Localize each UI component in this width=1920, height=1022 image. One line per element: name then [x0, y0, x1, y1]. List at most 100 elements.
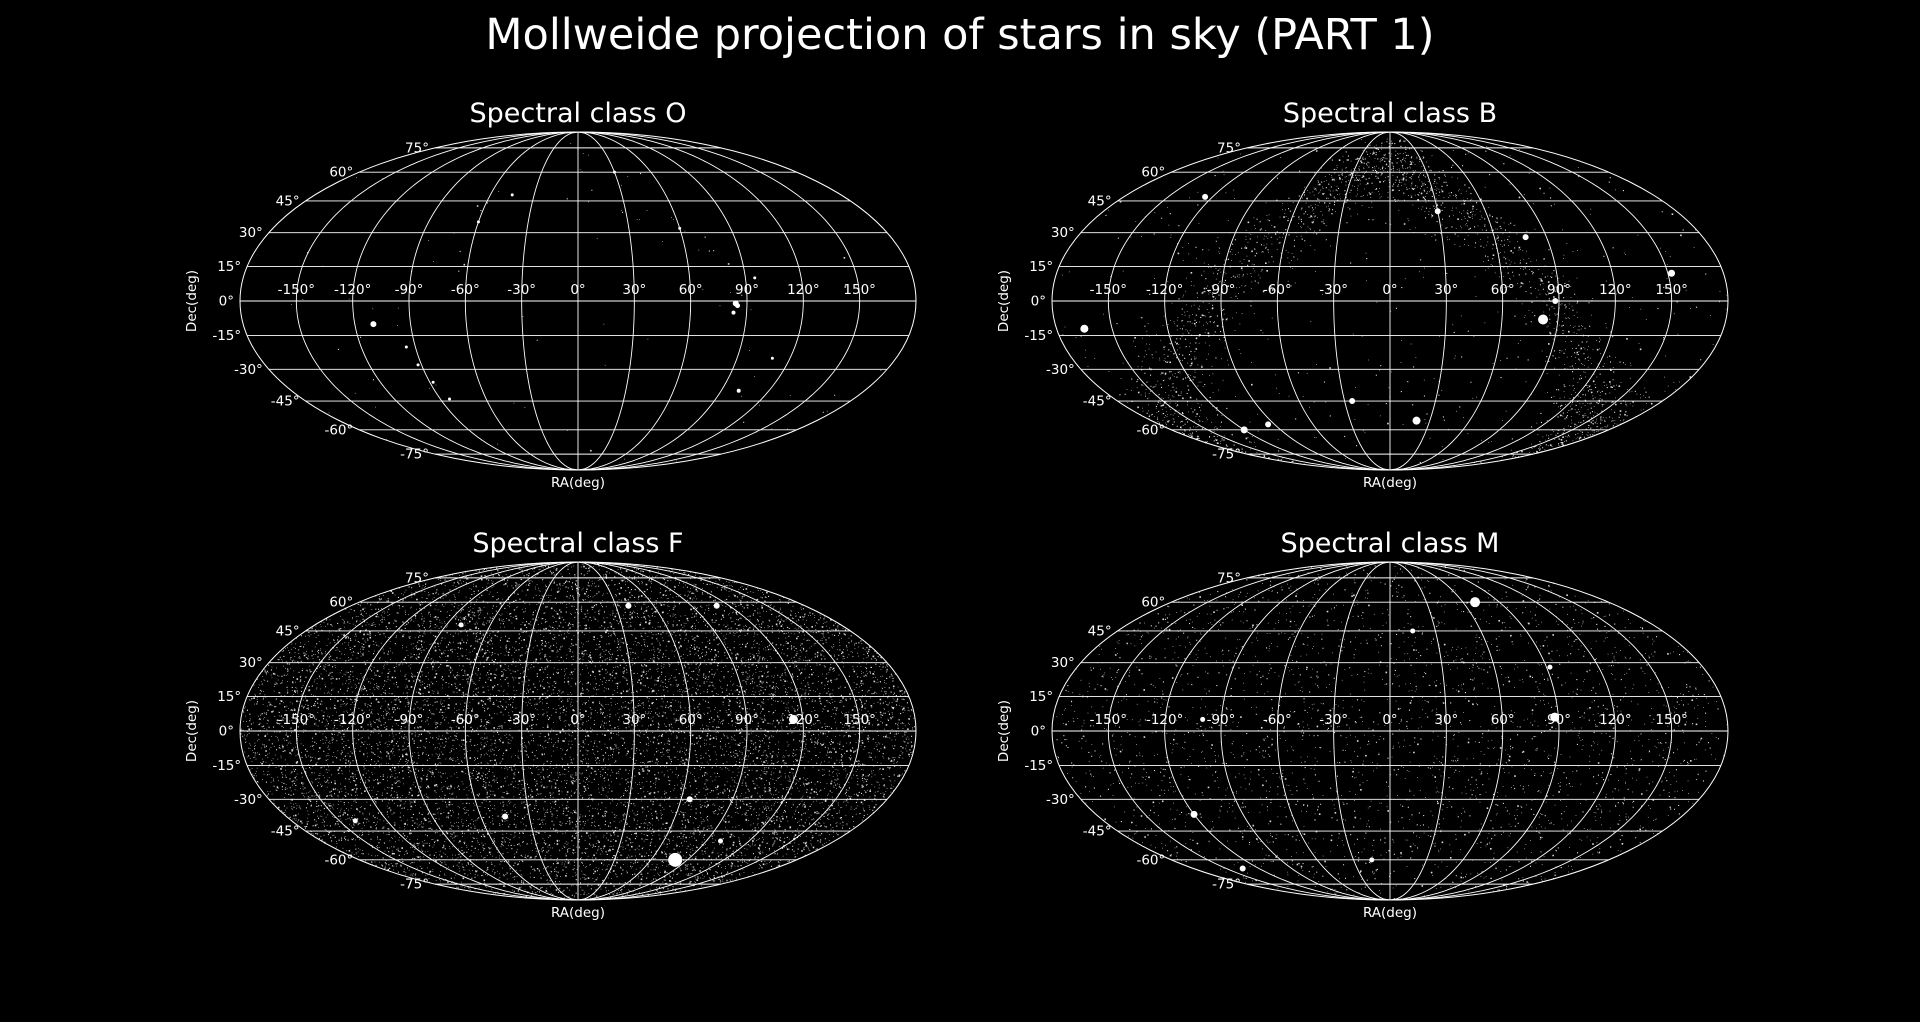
y-tick-label: -30°: [1046, 362, 1075, 378]
star-point: [1547, 664, 1553, 670]
star-point: [510, 193, 514, 197]
x-tick-label: -120°: [1146, 712, 1183, 728]
y-tick-label: 30°: [239, 655, 263, 671]
y-tick-label: 75°: [405, 570, 429, 586]
x-tick-label: -60°: [451, 282, 480, 298]
x-tick-label: 30°: [1434, 712, 1458, 728]
y-tick-label: 0°: [219, 724, 234, 740]
y-tick-label: -15°: [212, 758, 241, 774]
x-axis-label: RA(deg): [551, 905, 605, 921]
y-tick-label: 30°: [1051, 655, 1075, 671]
star-point: [431, 380, 435, 384]
x-tick-label: -90°: [1207, 282, 1236, 298]
star-field: [239, 562, 916, 901]
x-tick-label: -30°: [507, 712, 536, 728]
star-point: [753, 276, 757, 280]
x-tick-label: 120°: [787, 282, 820, 298]
x-tick-label: 60°: [1491, 712, 1515, 728]
y-tick-label: 45°: [1088, 623, 1112, 639]
y-tick-label: -75°: [400, 877, 429, 893]
star-point: [686, 796, 693, 803]
y-tick-label: -60°: [324, 852, 353, 868]
star-point: [1240, 426, 1248, 434]
x-tick-label: -120°: [334, 712, 371, 728]
x-tick-label: 0°: [1382, 282, 1397, 298]
star-point: [1522, 234, 1529, 241]
x-tick-label: -150°: [1090, 282, 1127, 298]
x-tick-label: 120°: [1599, 282, 1632, 298]
y-axis-label: Dec(deg): [184, 700, 200, 762]
y-axis-label: Dec(deg): [996, 700, 1012, 762]
x-axis-label: RA(deg): [1363, 475, 1417, 491]
star-point: [352, 818, 358, 824]
star-point: [1412, 416, 1421, 425]
star-point: [502, 813, 509, 820]
x-tick-label: 60°: [1491, 282, 1515, 298]
y-tick-label: -60°: [324, 422, 353, 438]
x-tick-label: 30°: [1434, 282, 1458, 298]
y-tick-label: 15°: [217, 259, 241, 275]
star-point: [625, 602, 632, 609]
y-tick-label: -45°: [271, 824, 300, 840]
y-tick-label: -60°: [1136, 422, 1165, 438]
star-point: [1410, 628, 1416, 634]
x-tick-label: -60°: [1263, 712, 1292, 728]
x-tick-label: -90°: [395, 282, 424, 298]
y-tick-label: 45°: [1088, 193, 1112, 209]
y-tick-label: 75°: [1217, 570, 1241, 586]
x-tick-label: 30°: [622, 712, 646, 728]
y-tick-label: 30°: [239, 225, 263, 241]
star-point: [370, 321, 377, 328]
star-point: [1265, 421, 1272, 428]
y-tick-label: 0°: [1031, 294, 1046, 310]
y-tick-label: -15°: [1024, 758, 1053, 774]
y-tick-label: 15°: [217, 689, 241, 705]
y-tick-label: -30°: [234, 792, 263, 808]
star-point: [770, 356, 774, 360]
star-point: [1200, 716, 1206, 722]
x-axis-label: RA(deg): [551, 475, 605, 491]
x-tick-label: 120°: [787, 712, 820, 728]
star-point: [476, 220, 480, 224]
y-tick-label: -75°: [1212, 877, 1241, 893]
y-tick-label: -60°: [1136, 852, 1165, 868]
star-point: [788, 714, 798, 724]
y-tick-label: -15°: [212, 328, 241, 344]
star-point: [1550, 712, 1560, 722]
x-tick-label: 0°: [1382, 712, 1397, 728]
panel-title: Spectral class M: [1281, 528, 1500, 559]
y-tick-label: -75°: [1212, 447, 1241, 463]
x-tick-label: 120°: [1599, 712, 1632, 728]
y-tick-label: 75°: [1217, 140, 1241, 156]
star-point: [1202, 193, 1209, 200]
panel-spectral-class-m: -150° -120° -90° -60° -30° 0° 30° 60° 90° 120° 150…: [996, 528, 1729, 921]
x-tick-label: 0°: [570, 712, 585, 728]
x-tick-label: -60°: [1263, 282, 1292, 298]
panel-title: Spectral class O: [470, 98, 687, 129]
x-tick-label: 90°: [1547, 282, 1571, 298]
star-point: [1080, 324, 1089, 333]
star-point: [736, 388, 741, 393]
star-point: [713, 602, 720, 609]
y-tick-label: -15°: [1024, 328, 1053, 344]
star-point: [1369, 857, 1375, 863]
star-point: [1538, 314, 1549, 325]
star-point: [458, 622, 464, 628]
star-point: [678, 226, 682, 230]
x-tick-label: 150°: [1655, 282, 1688, 298]
x-tick-label: -150°: [278, 282, 315, 298]
star-field: [1061, 133, 1728, 470]
star-point: [1239, 865, 1246, 872]
x-tick-label: 90°: [735, 712, 759, 728]
x-tick-label: -120°: [1146, 282, 1183, 298]
star-point: [731, 310, 736, 315]
star-point: [612, 170, 616, 174]
x-tick-label: 90°: [1547, 712, 1571, 728]
panel-spectral-class-o: -150° -120° -90° -60° -30° 0° 30° 60° 90° 120° 150…: [184, 98, 917, 491]
x-tick-label: 60°: [679, 712, 703, 728]
y-tick-label: 45°: [276, 623, 300, 639]
star-point: [404, 345, 408, 349]
star-point: [1190, 810, 1198, 818]
x-tick-label: -30°: [1319, 712, 1348, 728]
